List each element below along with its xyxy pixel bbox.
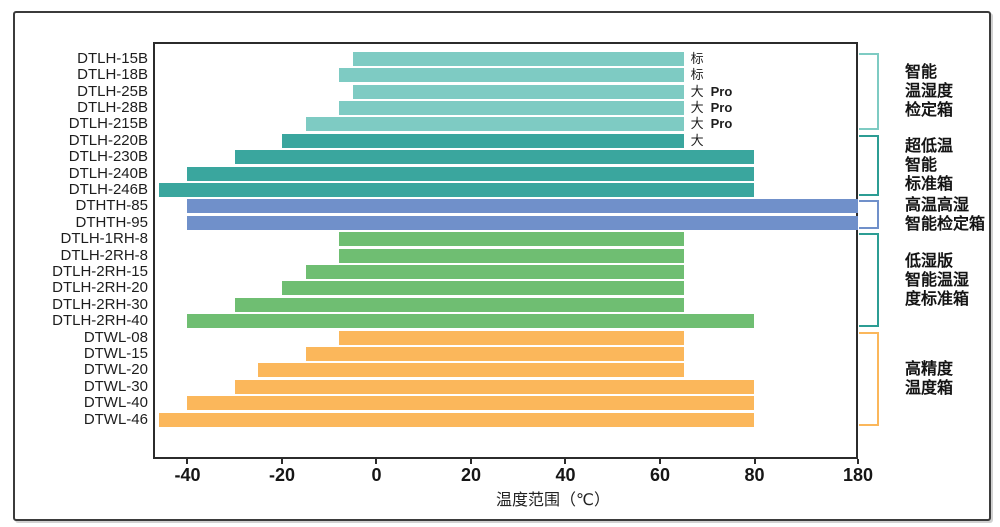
- range-bar-DTLH-15B: [352, 51, 684, 66]
- x-tick-label: 40: [555, 465, 576, 485]
- model-label: DTLH-1RH-8: [60, 230, 148, 248]
- group-label-2: 超低温 智能 标准箱: [905, 137, 1000, 194]
- model-label: DTWL-46: [83, 410, 148, 428]
- x-tick-mark: [658, 459, 661, 464]
- group-label-line: 高温高湿: [905, 196, 970, 214]
- range-bar-DTWL-20: [258, 363, 684, 378]
- group-label-line: 温度箱: [905, 379, 954, 397]
- x-tick-mark: [186, 459, 189, 464]
- model-label: DTLH-220B: [68, 131, 148, 149]
- bar-annotation: 大: [690, 132, 704, 148]
- model-label: DTLH-230B: [68, 148, 148, 166]
- range-bar-DTHTH-85: [187, 199, 858, 214]
- range-bar-DTLH-2RH-8: [338, 248, 684, 263]
- group-label-line: 标准箱: [905, 175, 954, 193]
- group-bracket-4: [859, 233, 879, 328]
- range-bar-DTWL-15: [305, 346, 684, 361]
- x-tick-mark: [280, 459, 283, 464]
- range-bar-DTLH-2RH-20: [281, 281, 684, 296]
- group-bracket-5: [859, 331, 879, 426]
- group-label-line: 温湿度: [905, 83, 954, 100]
- x-tick-mark: [375, 459, 378, 464]
- model-label: DTLH-18B: [77, 66, 148, 84]
- bar-annotation: 大 Pro: [690, 83, 733, 99]
- range-bar-DTWL-40: [187, 396, 755, 411]
- range-bar-DTLH-220B: [281, 133, 684, 148]
- x-tick-label: 180: [842, 465, 874, 485]
- model-label: DTLH-2RH-20: [52, 279, 148, 297]
- range-bar-DTHTH-95: [187, 215, 858, 230]
- model-label: DTWL-15: [83, 344, 148, 362]
- x-tick-label: -20: [268, 465, 295, 485]
- model-label: DTLH-2RH-15: [52, 262, 148, 280]
- range-bar-DTWL-30: [234, 379, 755, 394]
- range-bar-DTLH-18B: [338, 68, 684, 83]
- model-label: DTLH-246B: [68, 180, 148, 198]
- model-label: DTHTH-95: [75, 213, 148, 231]
- x-axis-title: 温度范围（℃）: [496, 492, 610, 509]
- bar-annotation: 标: [690, 50, 704, 66]
- group-bracket-2: [859, 134, 879, 196]
- group-label-line: 超低温: [905, 137, 954, 155]
- range-bar-DTLH-28B: [338, 100, 684, 115]
- group-label-line: 智能: [905, 64, 938, 81]
- range-bar-DTLH-2RH-40: [187, 314, 755, 329]
- range-bar-DTLH-1RH-8: [338, 232, 684, 247]
- group-label-line: 度标准箱: [905, 290, 970, 308]
- model-label: DTLH-15B: [77, 49, 148, 67]
- model-label: DTLH-2RH-8: [60, 246, 148, 264]
- x-tick-mark: [469, 459, 472, 464]
- group-label-line: 高精度: [905, 360, 954, 378]
- group-bracket-3: [859, 200, 879, 229]
- x-tick-mark: [753, 459, 756, 464]
- model-label: DTWL-20: [83, 361, 148, 379]
- x-tick-label: 80: [744, 465, 765, 485]
- group-bracket-1: [859, 52, 879, 131]
- bar-annotation: 大 Pro: [690, 116, 733, 132]
- group-label-5: 高精度 温度箱: [905, 360, 1000, 398]
- group-label-3: 高温高湿 智能检定箱: [905, 196, 1000, 234]
- x-tick-label: -40: [174, 465, 201, 485]
- model-label: DTLH-240B: [68, 164, 148, 182]
- range-bar-DTLH-2RH-15: [305, 264, 684, 279]
- model-label: DTLH-2RH-30: [52, 295, 148, 313]
- model-label: DTLH-215B: [68, 115, 148, 133]
- range-bar-DTLH-246B: [159, 182, 755, 197]
- bar-annotation: 大 Pro: [690, 99, 733, 115]
- model-label: DTWL-30: [83, 377, 148, 395]
- bar-annotation: 标: [690, 67, 704, 83]
- group-label-line: 智能温湿: [905, 271, 970, 289]
- range-bar-DTWL-46: [159, 412, 755, 427]
- x-tick-label: 60: [649, 465, 670, 485]
- group-label-line: 低湿版: [905, 252, 954, 270]
- group-label-line: 检定箱: [905, 102, 954, 119]
- range-bar-DTLH-230B: [234, 150, 755, 165]
- model-label: DTHTH-85: [75, 197, 148, 215]
- group-label-line: 智能检定箱: [905, 215, 986, 233]
- x-tick-mark: [564, 459, 567, 464]
- group-label-line: 智能: [905, 156, 938, 174]
- x-tick-mark: [857, 459, 859, 464]
- model-label: DTLH-25B: [77, 82, 148, 100]
- x-tick-label: 0: [371, 465, 382, 485]
- range-bar-DTLH-25B: [352, 84, 684, 99]
- model-label: DTLH-2RH-40: [52, 312, 148, 330]
- range-bar-DTWL-08: [338, 330, 684, 345]
- range-bar-DTLH-215B: [305, 117, 684, 132]
- group-label-1: 智能 温湿度 检定箱: [905, 63, 1000, 120]
- x-tick-label: 20: [460, 465, 481, 485]
- range-bar-DTLH-240B: [187, 166, 755, 181]
- model-label: DTWL-40: [83, 394, 148, 412]
- group-label-4: 低湿版 智能温湿 度标准箱: [905, 252, 1000, 309]
- model-label: DTLH-28B: [77, 98, 148, 116]
- model-label: DTWL-08: [83, 328, 148, 346]
- range-bar-DTLH-2RH-30: [234, 297, 684, 312]
